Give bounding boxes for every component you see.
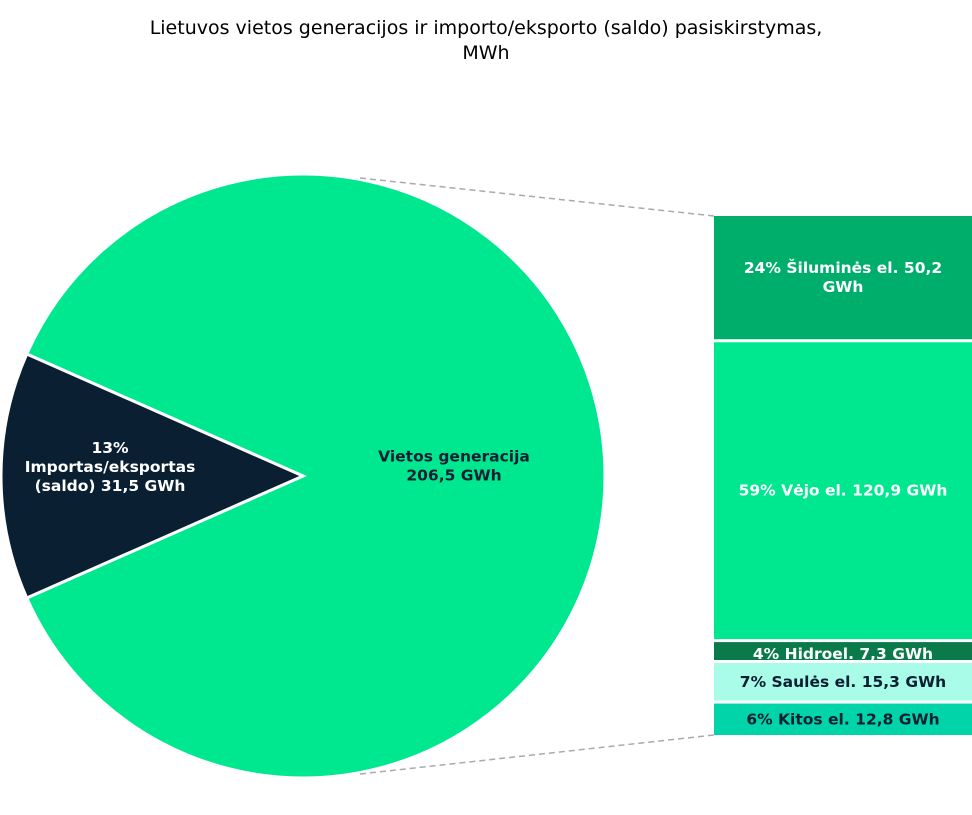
bar-segment--ilumin-s-el-	[714, 216, 972, 340]
bar-segment-hidroel--label-line: 4% Hidroel. 7,3 GWh	[753, 645, 933, 663]
pie-label-importas-eksportas-line: (saldo) 31,5 GWh	[35, 477, 186, 495]
bar-segment-v-jo-el--label-line: 59% Vėjo el. 120,9 GWh	[739, 482, 948, 500]
bar-segment-hidroel-	[714, 642, 972, 661]
pie-label-vietos-generacija-line: Vietos generacija	[378, 448, 530, 466]
pie-label-importas-eksportas-line: 13%	[91, 439, 129, 457]
bar-segment-saul-s-el--label-line: 7% Saulės el. 15,3 GWh	[740, 673, 946, 691]
chart-title-line1: Lietuvos vietos generacijos ir importo/e…	[149, 17, 823, 39]
bar-segment-saul-s-el--label: 7% Saulės el. 15,3 GWh	[740, 673, 946, 691]
bar-segment-hidroel--label: 4% Hidroel. 7,3 GWh	[753, 645, 933, 663]
chart-title: Lietuvos vietos generacijos ir importo/e…	[0, 16, 972, 66]
pie-label-importas-eksportas: 13% Importas/eksportas (saldo) 31,5 GWh	[25, 439, 196, 495]
chart-title-line2: MWh	[462, 42, 510, 64]
bar-segment-kitos-el--label-line: 6% Kitos el. 12,8 GWh	[746, 710, 939, 728]
bar-segment-v-jo-el--label: 59% Vėjo el. 120,9 GWh	[739, 482, 948, 500]
pie-label-importas-eksportas-line: Importas/eksportas	[25, 458, 196, 476]
bar-segment--ilumin-s-el--label-line: 24% Šiluminės el. 50,2	[744, 258, 942, 277]
bar-segment-saul-s-el-	[714, 663, 972, 701]
bar-segment-v-jo-el-	[714, 342, 972, 640]
bar-segment-kitos-el-	[714, 703, 972, 735]
pie-slice-importas-eksportas	[0, 352, 307, 600]
bar-segment--ilumin-s-el--label-line: GWh	[823, 278, 864, 296]
pie-label-vietos-generacija-line: 206,5 GWh	[406, 467, 501, 485]
bar-segment--ilumin-s-el--label: 24% Šiluminės el. 50,2 GWh	[744, 258, 942, 296]
pie-slice-vietos-generacija	[24, 172, 607, 780]
pie-label-vietos-generacija: Vietos generacija 206,5 GWh	[378, 448, 530, 485]
bar-segment-kitos-el--label: 6% Kitos el. 12,8 GWh	[746, 710, 939, 728]
